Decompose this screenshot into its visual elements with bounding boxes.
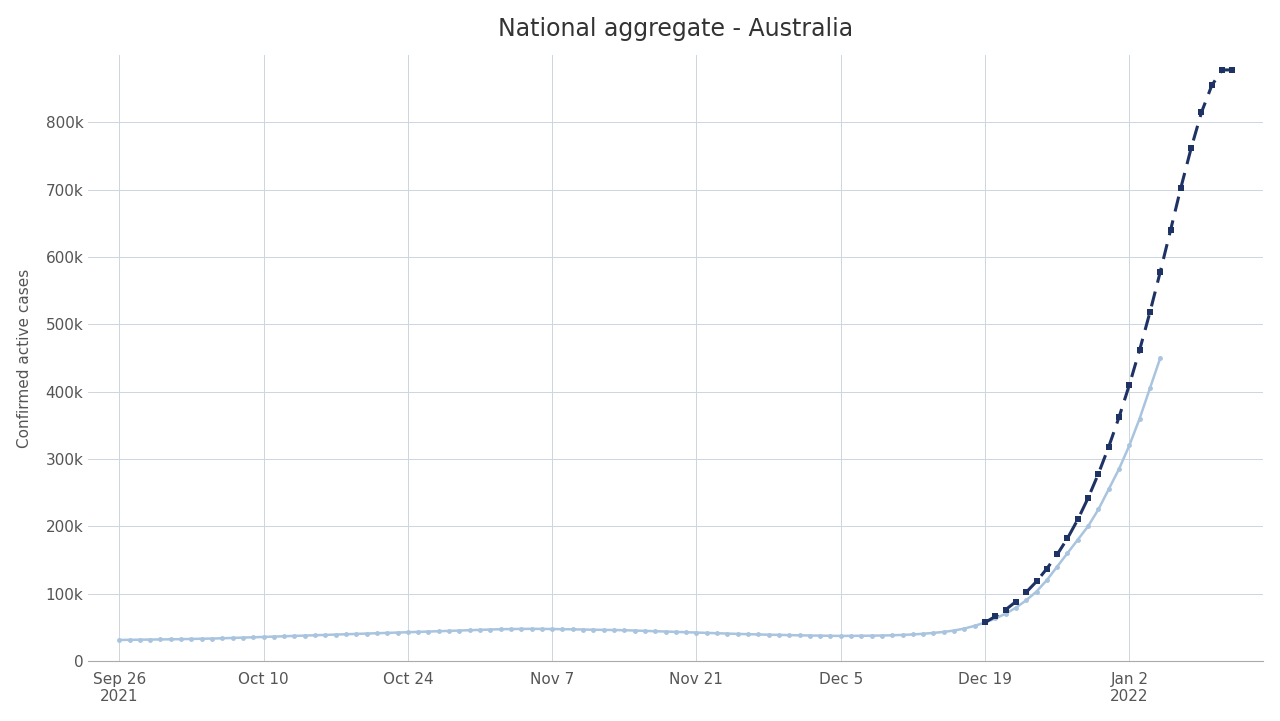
Title: National aggregate - Australia: National aggregate - Australia — [498, 17, 854, 40]
Y-axis label: Confirmed active cases: Confirmed active cases — [17, 268, 32, 448]
